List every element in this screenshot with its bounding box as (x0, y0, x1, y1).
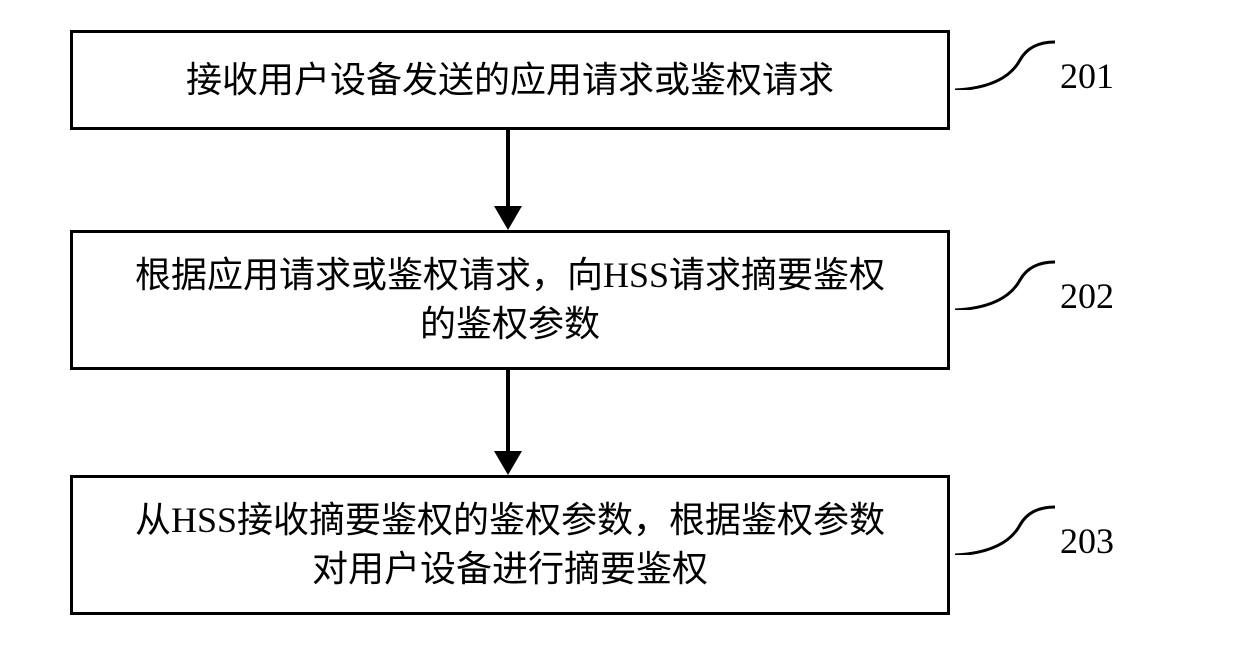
flowchart-box-step2: 根据应用请求或鉴权请求，向HSS请求摘要鉴权 的鉴权参数 (70, 230, 950, 370)
step-label-202: 202 (1060, 275, 1114, 317)
connector-brace (955, 40, 1055, 90)
flowchart-box-step1: 接收用户设备发送的应用请求或鉴权请求 (70, 30, 950, 130)
flowchart-box-text: 从HSS接收摘要鉴权的鉴权参数，根据鉴权参数 对用户设备进行摘要鉴权 (135, 496, 885, 593)
arrow-head-icon (494, 451, 522, 475)
flowchart-box-text: 根据应用请求或鉴权请求，向HSS请求摘要鉴权 的鉴权参数 (135, 251, 885, 348)
arrow-head-icon (494, 206, 522, 230)
connector-brace (955, 260, 1055, 310)
step-label-203: 203 (1060, 520, 1114, 562)
step-label-201: 201 (1060, 55, 1114, 97)
connector-brace (955, 505, 1055, 555)
flowchart-box-step3: 从HSS接收摘要鉴权的鉴权参数，根据鉴权参数 对用户设备进行摘要鉴权 (70, 475, 950, 615)
arrow-line (506, 370, 510, 451)
arrow-line (506, 130, 510, 206)
flowchart-box-text: 接收用户设备发送的应用请求或鉴权请求 (186, 56, 834, 105)
